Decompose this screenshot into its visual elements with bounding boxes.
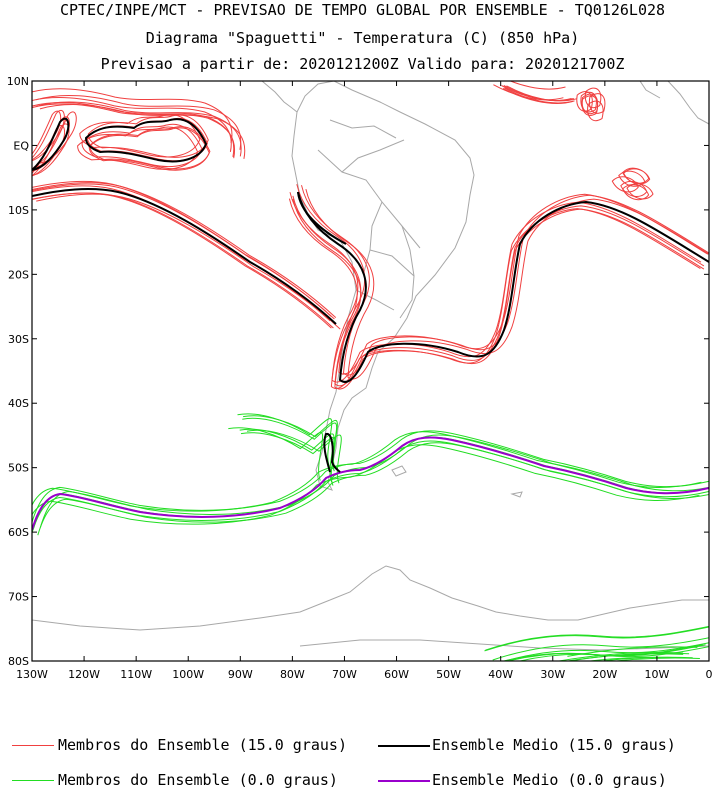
- longitude-label: 80W: [280, 668, 305, 681]
- chart-title-line-3: Previsao a partir de: 2020121200Z Valido…: [100, 55, 625, 73]
- member-contour: [567, 646, 698, 657]
- longitude-label: 100W: [172, 668, 204, 681]
- legend-label-mean-15c: Ensemble Medio (15.0 graus): [432, 736, 676, 754]
- member-contour: [246, 429, 342, 484]
- legend-swatch-member-15c: [12, 745, 54, 746]
- member-contour: [32, 183, 335, 320]
- member-contour: [87, 114, 209, 158]
- member-contour: [611, 176, 639, 193]
- member-contour: [239, 428, 335, 483]
- member-contour: [506, 644, 706, 661]
- member-contour: [39, 104, 246, 159]
- member-contour: [32, 192, 334, 329]
- member-contour: [36, 101, 242, 157]
- longitude-labels: 130W 120W 110W 100W 90W 80W 70W 60W 50W 40W 30W 20W…: [16, 668, 712, 681]
- latitude-labels: 10N EQ 10S 20S 30S 40S 50S 60S 70S 80S: [7, 75, 30, 668]
- member-contour: [39, 111, 77, 164]
- member-contour: [506, 85, 577, 102]
- member-contour: [492, 637, 709, 661]
- latitude-label: 10N: [7, 75, 29, 88]
- member-contour: [581, 95, 598, 116]
- member-contour: [88, 127, 210, 171]
- member-contour: [32, 110, 62, 161]
- member-contour: [501, 85, 572, 102]
- longitude-label: 30W: [540, 668, 565, 681]
- member-contour: [35, 94, 242, 150]
- latitude-label: 30S: [8, 333, 29, 346]
- longitude-label: 120W: [68, 668, 100, 681]
- member-contour: [301, 185, 709, 376]
- member-contour: [32, 180, 332, 317]
- longitude-label: 10W: [644, 668, 669, 681]
- member-contour: [32, 431, 702, 512]
- legend-label-member-0c: Membros do Ensemble (0.0 graus): [58, 771, 338, 789]
- member-isotherms-15c: [32, 81, 709, 390]
- member-contour: [77, 126, 199, 170]
- member-contour: [556, 651, 684, 661]
- member-contour: [586, 656, 681, 661]
- axis-ticks: [31, 80, 710, 662]
- chart-title-line-2: Diagrama "Spaguetti" - Temperatura (C) (…: [145, 29, 580, 47]
- coastline-layer: [32, 81, 709, 651]
- member-contour: [509, 81, 566, 90]
- member-contour: [292, 195, 705, 387]
- member-contour: [32, 97, 232, 152]
- member-contour: [484, 626, 709, 652]
- longitude-label: 0: [706, 668, 713, 681]
- member-contour: [288, 198, 701, 389]
- latitude-label: 70S: [8, 591, 29, 604]
- member-contour: [611, 657, 700, 661]
- legend-label-member-15c: Membros do Ensemble (15.0 graus): [58, 736, 347, 754]
- legend-label-mean-0c: Ensemble Medio (0.0 graus): [432, 771, 667, 789]
- chart-title-line-1: CPTEC/INPE/MCT - PREVISAO DE TEMPO GLOBA…: [59, 1, 666, 19]
- mean-isotherm-0c: [32, 432, 709, 531]
- member-contour: [584, 87, 602, 109]
- member-contour: [240, 432, 336, 486]
- longitude-label: 40W: [488, 668, 513, 681]
- longitude-label: 110W: [120, 668, 152, 681]
- longitude-label: 50W: [436, 668, 461, 681]
- legend-swatch-member-0c: [12, 780, 54, 781]
- latitude-label: 50S: [8, 462, 29, 475]
- member-contour: [36, 193, 341, 330]
- member-contour: [32, 182, 337, 318]
- mean-isotherm-15c: [32, 117, 709, 383]
- longitude-label: 70W: [332, 668, 357, 681]
- member-contour: [305, 188, 709, 380]
- spaghetti-map: 10N EQ 10S 20S 30S 40S 50S 60S 70S 80S 130W 120W 11…: [7, 75, 713, 681]
- latitude-label: 60S: [8, 526, 29, 539]
- plot-frame: [31, 80, 710, 662]
- latitude-label: 80S: [8, 655, 29, 668]
- member-contour: [32, 102, 235, 157]
- member-isotherms-0c: [32, 413, 709, 661]
- latitude-label: 40S: [8, 397, 29, 410]
- member-contour: [502, 87, 574, 104]
- longitude-label: 90W: [228, 668, 253, 681]
- member-contour: [32, 430, 709, 524]
- longitude-label: 130W: [16, 668, 48, 681]
- latitude-label: 10S: [8, 204, 29, 217]
- member-contour: [32, 185, 331, 322]
- legend-swatch-mean-15c: [378, 745, 430, 747]
- member-contour: [587, 100, 604, 122]
- longitude-label: 20W: [592, 668, 617, 681]
- member-contour: [626, 183, 654, 200]
- legend-swatch-mean-0c: [378, 780, 430, 782]
- member-contour: [32, 444, 700, 525]
- member-contour: [37, 442, 709, 536]
- member-contour: [576, 91, 593, 112]
- member-contour: [289, 192, 702, 383]
- longitude-label: 60W: [384, 668, 409, 681]
- member-contour: [228, 427, 324, 481]
- latitude-label: 20S: [8, 268, 29, 281]
- latitude-label: EQ: [13, 139, 29, 152]
- member-contour: [622, 167, 650, 184]
